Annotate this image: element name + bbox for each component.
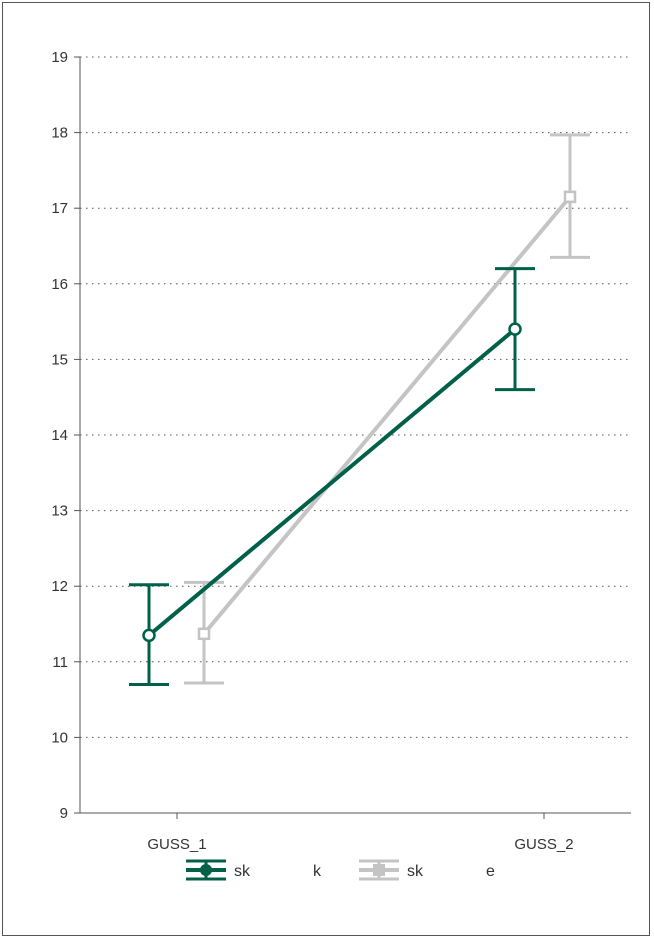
x-tick-label: GUSS_2 bbox=[514, 836, 573, 853]
legend-item-2: sk e bbox=[359, 859, 495, 881]
data-point bbox=[142, 628, 156, 643]
legend-swatch bbox=[359, 859, 399, 881]
line-chart: 9 10 11 12 13 14 15 16 17 18 19 GUSS_1 GUSS_2 sk k sk e bbox=[51, 49, 631, 881]
y-tick-label: 14 bbox=[51, 427, 68, 444]
legend-marker bbox=[373, 864, 385, 876]
y-tick-label: 16 bbox=[51, 276, 68, 293]
legend-label: sk bbox=[234, 863, 251, 880]
data-point bbox=[508, 322, 522, 336]
y-tick-label: 11 bbox=[52, 654, 68, 671]
y-tick-label: 17 bbox=[51, 200, 68, 217]
x-tick-label: GUSS_1 bbox=[147, 836, 206, 853]
y-tick-label: 10 bbox=[51, 729, 68, 746]
legend-label: k bbox=[313, 863, 322, 880]
series-2 bbox=[184, 133, 590, 685]
legend-label: e bbox=[486, 863, 495, 880]
y-tick-label: 12 bbox=[51, 578, 68, 595]
series-1 bbox=[129, 267, 535, 686]
legend-swatch bbox=[186, 859, 226, 881]
series bbox=[129, 133, 590, 686]
y-tick-label: 13 bbox=[51, 503, 68, 520]
legend-item-1: sk k bbox=[186, 859, 322, 881]
legend: sk k sk e bbox=[186, 859, 495, 881]
axes: 9 10 11 12 13 14 15 16 17 18 19 GUSS_1 GUSS_2 bbox=[51, 49, 631, 853]
data-point bbox=[563, 190, 577, 204]
grid bbox=[80, 56, 631, 738]
y-tick-label: 9 bbox=[60, 805, 68, 822]
y-tick-label: 15 bbox=[51, 351, 68, 368]
legend-marker bbox=[200, 864, 212, 876]
y-tick-label: 19 bbox=[51, 49, 68, 66]
data-point bbox=[197, 627, 211, 641]
legend-label: sk bbox=[407, 863, 424, 880]
series-line bbox=[147, 327, 517, 637]
y-tick-label: 18 bbox=[51, 125, 68, 142]
series-line bbox=[202, 195, 572, 636]
